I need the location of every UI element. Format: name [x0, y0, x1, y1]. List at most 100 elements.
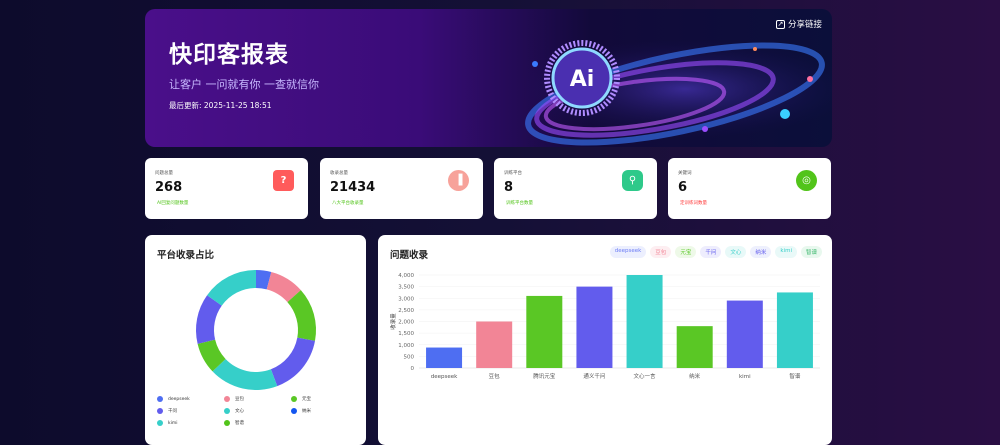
legend-dot — [157, 396, 163, 402]
legend-label: 智谱 — [235, 421, 244, 426]
y-tick-label: 4,000 — [398, 273, 414, 279]
ai-logo-text: Ai — [570, 67, 595, 92]
bar-chart-icon: ▐ — [448, 170, 469, 191]
donut-slice-deepseek[interactable] — [256, 270, 272, 290]
legend-dot — [157, 420, 163, 426]
platform-share-panel: 平台收录占比 deepseek 豆包 元宝千问 文心 纳米 kimi 智谱 — [145, 235, 366, 445]
x-tick-label: 智谱 — [789, 372, 801, 380]
y-tick-label: 3,000 — [398, 296, 414, 302]
share-link-button[interactable]: ↗ 分享链接 — [775, 18, 822, 30]
y-tick-label: 2,000 — [398, 320, 414, 326]
legend-label: kimi — [168, 420, 178, 426]
donut-chart — [196, 270, 316, 390]
stat-card-platforms: 训练平台 8 训练平台数量 ⚲ — [494, 158, 657, 219]
x-tick-label: kimi — [739, 374, 751, 380]
header-banner: Ai 快印客报表 让客户 一问就有你 一查就信你 最后更新: 2025-11-2… — [145, 9, 832, 147]
stat-value: 268 — [155, 180, 183, 195]
legend-item[interactable]: 千问 — [157, 408, 224, 414]
platform-tag[interactable]: deepseek — [609, 246, 647, 258]
x-tick-label: 文心一言 — [634, 372, 657, 380]
panel-title: 平台收录占比 — [157, 250, 215, 261]
platform-tag[interactable]: 纳米 — [750, 246, 772, 258]
legend-dot — [157, 408, 163, 414]
share-icon: ↗ — [775, 19, 785, 29]
legend-item[interactable]: 智谱 — [224, 420, 291, 426]
y-tick-label: 500 — [404, 354, 415, 360]
stat-label: 问题总量 — [155, 171, 173, 176]
donut-slice-豆包[interactable] — [266, 271, 301, 303]
ai-galaxy-illustration: Ai — [515, 39, 832, 146]
stat-card-keywords: 关键词 6 定训练词数量 ◎ — [668, 158, 831, 219]
stat-label: 训练平台 — [504, 171, 522, 176]
donut-slice-纳米[interactable] — [197, 339, 226, 372]
question-bubble-icon: ? — [273, 170, 294, 191]
y-tick-label: 2,500 — [398, 308, 414, 314]
legend-dot — [224, 420, 230, 426]
donut-slice-腾讯元宝[interactable] — [287, 290, 316, 341]
stat-value: 21434 — [330, 180, 376, 195]
y-tick-label: 1,000 — [398, 343, 414, 349]
x-tick-label: deepseek — [431, 374, 458, 380]
legend-label: 文心 — [235, 409, 244, 414]
legend-item[interactable]: kimi — [157, 420, 224, 426]
panel-title: 问题收录 — [390, 250, 429, 261]
platform-tag[interactable]: 文心 — [725, 246, 747, 258]
x-tick-label: 腾讯元宝 — [533, 372, 556, 380]
bar-腾讯元宝[interactable] — [526, 295, 563, 368]
y-tick-label: 0 — [411, 366, 415, 372]
search-question-icon: ⚲ — [622, 170, 643, 191]
donut-slice-kimi[interactable] — [196, 295, 222, 344]
platform-tag[interactable]: 元宝 — [675, 246, 697, 258]
bar-智谱[interactable] — [776, 292, 813, 368]
last-updated: 最后更新: 2025-11-25 18:51 — [169, 101, 272, 110]
bar-deepseek[interactable] — [426, 347, 463, 368]
stat-sub: 训练平台数量 — [506, 201, 533, 206]
legend-dot — [224, 396, 230, 402]
x-tick-label: 通义千问 — [583, 372, 605, 380]
share-label: 分享链接 — [787, 20, 822, 30]
platform-tag[interactable]: 豆包 — [650, 246, 672, 258]
legend-item[interactable]: deepseek — [157, 396, 224, 402]
page-title: 快印客报表 — [169, 42, 289, 68]
donut-slice-智谱[interactable] — [207, 270, 256, 306]
platform-tag[interactable]: 千问 — [700, 246, 722, 258]
bar-纳米[interactable] — [676, 326, 713, 368]
donut-legend: deepseek 豆包 元宝千问 文心 纳米 kimi 智谱 — [157, 396, 357, 426]
donut-slice-文心一言[interactable] — [212, 358, 278, 390]
legend-label: deepseek — [168, 396, 190, 402]
legend-item[interactable]: 文心 — [224, 408, 291, 414]
legend-dot — [291, 408, 297, 414]
platform-tags: deepseek 豆包 元宝 千问 文心 纳米 kimi 智谱 — [609, 246, 822, 258]
legend-item[interactable]: 元宝 — [291, 396, 358, 402]
legend-label: 豆包 — [235, 397, 244, 402]
legend-label: 纳米 — [302, 409, 311, 414]
bar-chart: 0 500 1,000 1,500 2,000 2,500 3,000 3,500 4,000 收… — [389, 273, 820, 380]
stat-sub: 八大平台收录量 — [332, 201, 364, 206]
y-axis-label: 收录量 — [389, 313, 397, 330]
legend-dot — [291, 396, 297, 402]
stat-label: 收录总量 — [330, 171, 348, 176]
legend-item[interactable]: 豆包 — [224, 396, 291, 402]
bar-通义千问[interactable] — [576, 286, 613, 368]
question-index-panel: 问题收录 deepseek 豆包 元宝 千问 文心 纳米 kimi 智谱 0 500 1,000 1… — [378, 235, 832, 445]
platform-tag[interactable]: kimi — [775, 246, 797, 258]
legend-item[interactable]: 纳米 — [291, 408, 358, 414]
x-tick-label: 纳米 — [689, 372, 701, 380]
y-tick-label: 3,500 — [398, 285, 414, 291]
stat-value: 6 — [678, 180, 688, 195]
bar-kimi[interactable] — [726, 300, 763, 368]
stat-label: 关键词 — [678, 171, 692, 176]
stat-sub: 定训练词数量 — [680, 201, 707, 206]
page-subtitle: 让客户 一问就有你 一查就信你 — [169, 78, 319, 91]
legend-dot — [224, 408, 230, 414]
platform-tag[interactable]: 智谱 — [800, 246, 822, 258]
target-icon: ◎ — [796, 170, 817, 191]
bar-文心一言[interactable] — [626, 275, 663, 368]
y-tick-label: 1,500 — [398, 331, 414, 337]
x-tick-label: 豆包 — [489, 372, 501, 380]
donut-slice-通义千问[interactable] — [270, 337, 316, 387]
legend-label: 元宝 — [302, 397, 311, 402]
bar-豆包[interactable] — [476, 321, 513, 369]
stat-card-indexed: 收录总量 21434 八大平台收录量 ▐ — [320, 158, 483, 219]
legend-label: 千问 — [168, 409, 177, 414]
